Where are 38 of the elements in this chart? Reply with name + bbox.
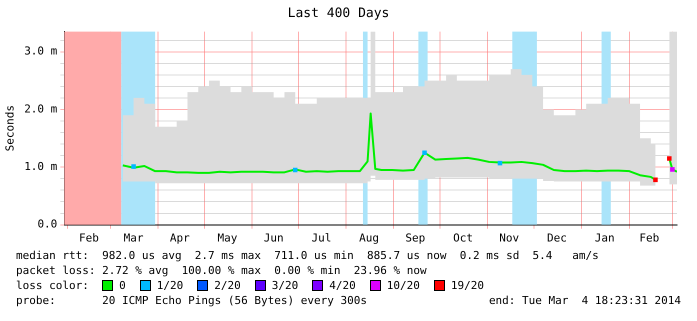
x-tick-label: Sep	[405, 231, 426, 244]
text: median rtt: 982.0 us avg 2.7 ms max 711.0 us min 885.7 us now 0.2 ms sd 5.4 am/s	[16, 248, 600, 263]
x-tick-label: Dec	[546, 231, 567, 244]
legend-label: 2/20	[214, 278, 241, 293]
legend-label: 0	[119, 278, 126, 293]
text: end: Tue Mar 4 18:23:31 2014	[488, 293, 681, 308]
legend-title: loss color:	[16, 278, 90, 293]
x-tick-label: Aug	[359, 231, 380, 244]
x-tick-label: Oct	[453, 231, 473, 244]
x-tick-label: Jun	[264, 231, 284, 244]
legend-label: 4/20	[329, 278, 356, 293]
point	[292, 168, 298, 172]
x-tick-label: May	[218, 231, 238, 244]
point	[131, 164, 136, 169]
y-tick-label: 2.0 m	[24, 102, 58, 116]
legend-label: 1/20	[156, 278, 184, 293]
x-tick-label: Mar	[124, 231, 144, 244]
legend-label: 10/20	[386, 278, 420, 293]
point	[422, 150, 427, 155]
text: probe: 20 ICMP Echo Pings (56 Bytes) every 300s	[16, 293, 367, 308]
x-tick-label: Feb	[639, 231, 660, 244]
y-tick-label: 3.0 m	[24, 44, 58, 58]
point	[653, 178, 658, 182]
x-tick-label: Nov	[499, 231, 520, 244]
y-axis-title: Seconds	[3, 105, 16, 152]
point	[667, 156, 672, 161]
x-tick-label: Jul	[311, 231, 332, 244]
x-tick-label: Jan	[594, 231, 615, 244]
x-tick-label: Feb	[79, 231, 99, 244]
y-tick-label: 0.0	[37, 218, 58, 231]
y-tick-label: 1.0 m	[24, 160, 58, 173]
point	[670, 167, 675, 172]
legend-label: 3/20	[272, 278, 298, 293]
chart-title: Last 400 Days	[288, 6, 390, 22]
legend-label: 19/20	[450, 278, 484, 293]
text: packet loss: 2.72 % avg 100.00 % max 0.00 % min 23.96 % now	[16, 263, 428, 278]
point	[498, 160, 502, 166]
x-tick-label: Apr	[170, 231, 190, 244]
